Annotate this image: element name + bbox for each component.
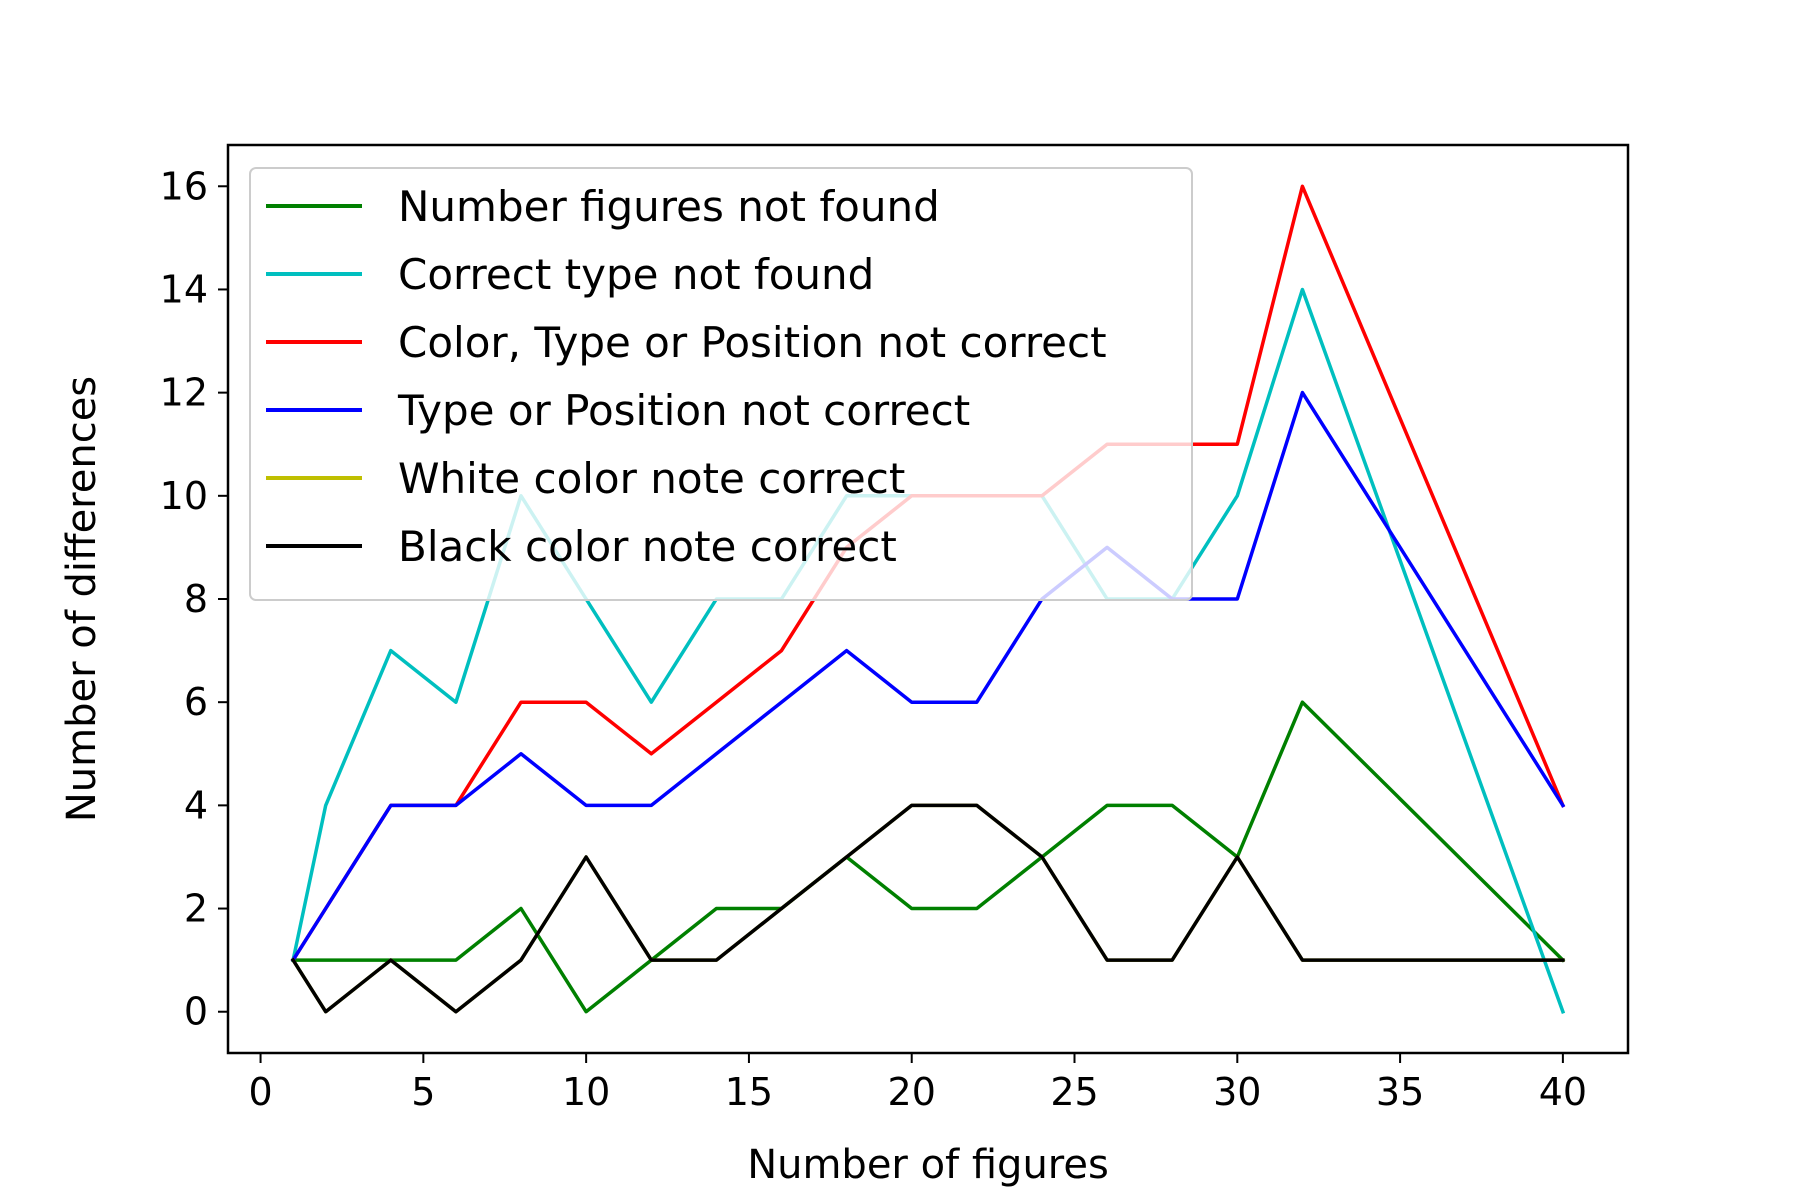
legend-entry: Number figures not found — [398, 182, 940, 231]
y-tick-label: 12 — [160, 371, 208, 415]
y-axis-label: Number of differences — [59, 376, 105, 822]
x-tick-label: 30 — [1213, 1070, 1261, 1114]
y-tick-label: 0 — [184, 990, 208, 1034]
legend: Number figures not found Correct type not… — [249, 167, 1193, 601]
x-tick-label: 40 — [1539, 1070, 1587, 1114]
legend-entry: Type or Position not correct — [397, 386, 970, 435]
x-tick-label: 10 — [562, 1070, 610, 1114]
y-tick-label: 4 — [184, 783, 208, 827]
y-tick-label: 16 — [160, 164, 208, 208]
x-tick-label: 0 — [248, 1070, 272, 1114]
x-axis: 0 5 10 15 20 25 30 35 40 — [248, 1053, 1587, 1114]
x-tick-label: 35 — [1376, 1070, 1424, 1114]
legend-entry: Correct type not found — [398, 250, 874, 299]
x-axis-label: Number of figures — [747, 1142, 1109, 1188]
y-tick-label: 14 — [160, 267, 208, 311]
x-tick-label: 20 — [888, 1070, 936, 1114]
x-tick-label: 15 — [725, 1070, 773, 1114]
legend-box — [249, 167, 1193, 601]
legend-entry: Color, Type or Position not correct — [398, 318, 1107, 367]
y-axis: 0 2 4 6 8 10 12 14 16 — [160, 164, 228, 1034]
y-tick-label: 6 — [184, 680, 208, 724]
y-tick-label: 10 — [160, 474, 208, 518]
x-tick-label: 25 — [1050, 1070, 1098, 1114]
series-line-6 — [290, 803, 1565, 1014]
legend-entry: Black color note correct — [398, 522, 897, 571]
y-tick-label: 2 — [184, 887, 208, 931]
legend-entry: White color note correct — [398, 454, 905, 503]
x-tick-label: 5 — [411, 1070, 435, 1114]
y-tick-label: 8 — [184, 577, 208, 621]
